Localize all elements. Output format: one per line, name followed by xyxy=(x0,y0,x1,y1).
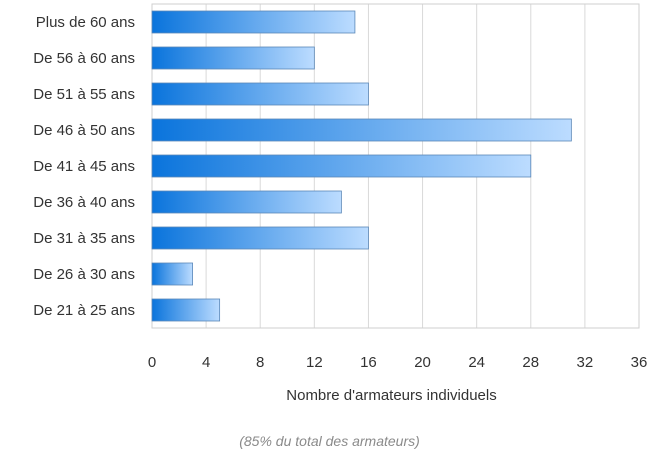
category-label: De 31 à 35 ans xyxy=(33,230,135,247)
x-tick-label: 36 xyxy=(631,354,648,371)
category-labels: Plus de 60 ans De 56 à 60 ans De 51 à 55 a… xyxy=(33,14,135,319)
x-tick-label: 0 xyxy=(148,354,156,371)
x-tick-label: 8 xyxy=(256,354,264,371)
x-axis-title: Nombre d'armateurs individuels xyxy=(286,387,496,404)
bar xyxy=(151,190,342,214)
x-tick-label: 20 xyxy=(414,354,431,371)
x-tick-label: 28 xyxy=(522,354,539,371)
chart-caption: (85% du total des armateurs) xyxy=(239,433,420,449)
bar xyxy=(151,262,193,286)
bar xyxy=(151,82,369,106)
category-label: De 41 à 45 ans xyxy=(33,158,135,175)
x-tick-label: 24 xyxy=(468,354,485,371)
bar xyxy=(151,10,356,34)
category-label: De 36 à 40 ans xyxy=(33,194,135,211)
category-label: De 21 à 25 ans xyxy=(33,302,135,319)
x-tick-label: 4 xyxy=(202,354,210,371)
category-label: De 26 à 30 ans xyxy=(33,266,135,283)
x-tick-label: 16 xyxy=(360,354,377,371)
bar xyxy=(151,298,221,322)
x-tick-labels: 0 4 8 12 16 20 24 28 32 36 xyxy=(148,354,648,371)
x-tick-label: 12 xyxy=(306,354,323,371)
bar xyxy=(151,226,369,250)
bar xyxy=(151,118,572,142)
category-label: De 56 à 60 ans xyxy=(33,50,135,67)
x-tick-label: 32 xyxy=(577,354,594,371)
bar xyxy=(151,154,532,178)
category-label: Plus de 60 ans xyxy=(36,14,135,31)
category-label: De 51 à 55 ans xyxy=(33,86,135,103)
bars xyxy=(151,10,572,322)
category-label: De 46 à 50 ans xyxy=(33,122,135,139)
bar xyxy=(151,46,315,70)
